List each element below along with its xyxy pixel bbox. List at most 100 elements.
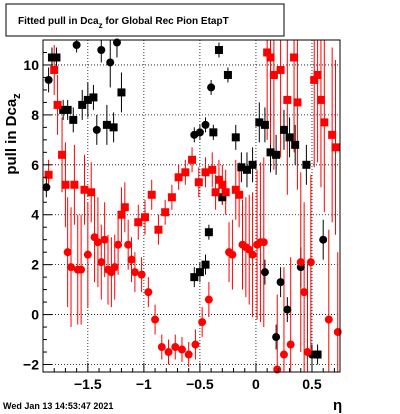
data-point-square xyxy=(208,165,217,174)
data-point-circle xyxy=(177,345,186,354)
data-point-square xyxy=(174,173,183,182)
y-tick-label: 4 xyxy=(31,207,39,223)
data-point-square xyxy=(83,95,92,104)
data-point-square xyxy=(260,120,269,129)
data-point-square xyxy=(242,165,251,174)
data-point-circle xyxy=(204,295,213,304)
data-point-circle xyxy=(319,235,328,244)
data-point-square xyxy=(61,180,70,189)
data-point-square xyxy=(231,185,240,194)
data-point-square xyxy=(63,105,72,114)
data-point-circle xyxy=(259,238,268,247)
data-markers xyxy=(42,38,342,374)
data-point-square xyxy=(302,160,311,169)
data-point-square xyxy=(231,133,240,142)
data-point-square xyxy=(266,53,275,62)
chart-title: Fitted pull in Dcaz for Global Rec Pion … xyxy=(18,16,229,30)
data-point-circle xyxy=(207,83,216,92)
x-axis-ticks: −1.5 −1 −0.5 0 0.5 xyxy=(42,363,335,392)
data-point-square xyxy=(331,143,340,152)
data-point-circle xyxy=(114,240,123,249)
data-point-square xyxy=(218,180,227,189)
data-point-square xyxy=(167,193,176,202)
data-point-square xyxy=(290,53,299,62)
data-point-circle xyxy=(195,128,204,137)
data-point-circle xyxy=(184,350,193,359)
data-point-square xyxy=(181,168,190,177)
data-point-square xyxy=(218,193,227,202)
chart-title-subscript: z xyxy=(99,21,103,30)
data-point-square xyxy=(154,225,163,234)
data-point-square xyxy=(279,125,288,134)
data-point-circle xyxy=(228,250,237,259)
data-point-square xyxy=(80,185,89,194)
y-tick-label: 6 xyxy=(31,157,39,173)
data-point-circle xyxy=(324,315,333,324)
data-point-circle xyxy=(306,258,315,267)
data-point-circle xyxy=(72,40,81,49)
x-axis-title: η xyxy=(333,397,342,414)
x-tick-label: −0.5 xyxy=(186,376,214,392)
data-point-square xyxy=(272,150,281,159)
data-point-square xyxy=(223,70,232,79)
data-point-square xyxy=(70,180,79,189)
chart-title-main: Fitted pull in Dca xyxy=(18,16,99,27)
data-point-square xyxy=(134,218,143,227)
plot-frame xyxy=(42,39,341,373)
data-point-circle xyxy=(97,45,106,54)
data-point-square xyxy=(87,188,96,197)
y-axis-title: pull in Dcaz xyxy=(3,93,23,175)
data-point-circle xyxy=(100,235,109,244)
data-point-square xyxy=(102,120,111,129)
data-point-circle xyxy=(106,58,115,67)
data-point-square xyxy=(147,190,156,199)
data-point-square xyxy=(211,188,220,197)
data-point-circle xyxy=(83,250,92,259)
data-point-square xyxy=(161,208,170,217)
data-point-circle xyxy=(286,340,295,349)
data-point-circle xyxy=(272,333,281,342)
data-point-circle xyxy=(144,288,153,297)
data-point-square xyxy=(69,115,78,124)
data-point-circle xyxy=(300,288,309,297)
x-tick-label: −1 xyxy=(136,376,152,392)
data-point-square xyxy=(276,65,285,74)
y-tick-label: −2 xyxy=(23,357,39,373)
data-point-square xyxy=(214,45,223,54)
data-point-square xyxy=(266,148,275,157)
data-point-square xyxy=(293,98,302,107)
data-point-square xyxy=(201,260,210,269)
data-point-square xyxy=(291,140,300,149)
data-point-square xyxy=(89,93,98,102)
y-tick-label: 2 xyxy=(31,257,39,273)
data-point-square xyxy=(109,123,118,132)
data-point-circle xyxy=(151,315,160,324)
data-point-circle xyxy=(283,305,292,314)
data-point-square xyxy=(328,130,337,139)
data-point-square xyxy=(52,53,61,62)
data-point-square xyxy=(269,70,278,79)
data-point-circle xyxy=(97,258,106,267)
x-tick-label: −1.5 xyxy=(74,376,102,392)
data-point-circle xyxy=(137,270,146,279)
data-point-circle xyxy=(333,328,342,337)
data-point-square xyxy=(310,75,319,84)
data-point-square xyxy=(313,70,322,79)
data-point-square xyxy=(204,228,213,237)
data-point-square xyxy=(214,175,223,184)
data-point-circle xyxy=(198,318,207,327)
chart-title-suffix: for Global Rec Pion EtapT xyxy=(103,16,229,27)
grid-lines xyxy=(43,40,340,372)
data-point-circle xyxy=(276,278,285,287)
data-point-circle xyxy=(164,348,173,357)
y-axis-ticks: −2 0 2 4 6 8 10 xyxy=(23,51,52,373)
data-point-square xyxy=(120,203,129,212)
data-point-square xyxy=(117,210,126,219)
data-point-circle xyxy=(110,263,119,272)
data-point-circle xyxy=(248,250,257,259)
data-point-square xyxy=(59,105,68,114)
y-tick-label: 0 xyxy=(31,307,39,323)
data-point-circle xyxy=(171,343,180,352)
x-tick-label: 0 xyxy=(252,376,260,392)
data-point-circle xyxy=(296,258,305,267)
